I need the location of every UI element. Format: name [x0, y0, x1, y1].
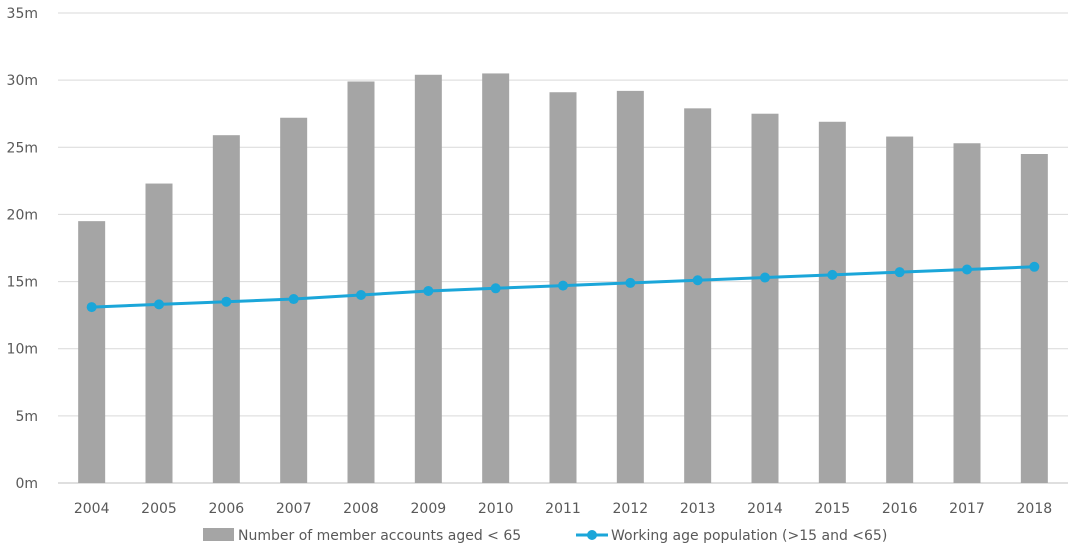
- line-point: [692, 275, 703, 286]
- line-point: [894, 267, 905, 278]
- bar: [414, 74, 442, 484]
- line-point: [423, 285, 434, 296]
- line-point: [625, 277, 636, 288]
- x-tick-label: 2013: [680, 501, 716, 517]
- line-point: [962, 264, 972, 275]
- line-point: [221, 296, 232, 307]
- line-point: [154, 299, 164, 310]
- bar: [751, 113, 779, 483]
- bar: [684, 108, 712, 483]
- line-series: [86, 261, 1040, 313]
- line-point: [356, 290, 366, 300]
- x-tick-label: 2018: [1017, 501, 1053, 517]
- y-tick-label: 35m: [7, 6, 38, 22]
- y-tick-label: 5m: [15, 409, 38, 425]
- bar: [482, 73, 510, 483]
- legend-bar-swatch: [203, 528, 234, 541]
- bar-series: [78, 73, 1048, 484]
- x-tick-label: 2010: [478, 501, 514, 517]
- legend: Number of member accounts aged < 65 Work…: [203, 528, 887, 544]
- x-tick-label: 2005: [141, 501, 177, 517]
- bar: [347, 81, 375, 483]
- legend-line-label: Working age population (>15 and <65): [611, 528, 887, 544]
- bar: [886, 136, 914, 484]
- x-tick-label: 2004: [74, 501, 110, 517]
- bar: [1020, 154, 1048, 483]
- x-axis: 2004 2005 2006 2007 2008 2009 2010 2011 2012 2013…: [74, 501, 1052, 517]
- line-point: [1029, 261, 1040, 272]
- y-tick-label: 0m: [15, 476, 38, 492]
- x-tick-label: 2016: [882, 501, 918, 517]
- y-tick-label: 20m: [7, 207, 38, 223]
- line-point: [86, 302, 97, 313]
- legend-bar-label: Number of member accounts aged < 65: [238, 528, 521, 544]
- y-tick-label: 30m: [7, 73, 38, 89]
- legend-line-marker: [587, 530, 597, 540]
- y-tick-label: 25m: [7, 140, 38, 156]
- x-tick-label: 2015: [815, 501, 851, 517]
- line-point: [558, 280, 568, 291]
- bar: [818, 121, 846, 484]
- x-tick-label: 2011: [545, 501, 581, 517]
- y-tick-label: 10m: [7, 342, 38, 358]
- line-point: [288, 294, 299, 305]
- y-axis: 0m 5m 10m 15m 20m 25m 30m 35m: [7, 6, 38, 492]
- bar: [78, 221, 106, 483]
- x-tick-label: 2014: [747, 501, 783, 517]
- x-tick-label: 2008: [343, 501, 379, 517]
- line-point: [490, 283, 501, 294]
- x-tick-label: 2012: [613, 501, 649, 517]
- x-tick-label: 2006: [209, 501, 245, 517]
- x-tick-label: 2009: [411, 501, 447, 517]
- bar: [212, 135, 240, 483]
- x-tick-label: 2017: [949, 501, 985, 517]
- x-tick-label: 2007: [276, 501, 312, 517]
- bar: [145, 183, 173, 484]
- line-point: [827, 269, 838, 280]
- bar: [953, 143, 981, 483]
- y-tick-label: 15m: [7, 275, 38, 291]
- line-point: [760, 272, 770, 283]
